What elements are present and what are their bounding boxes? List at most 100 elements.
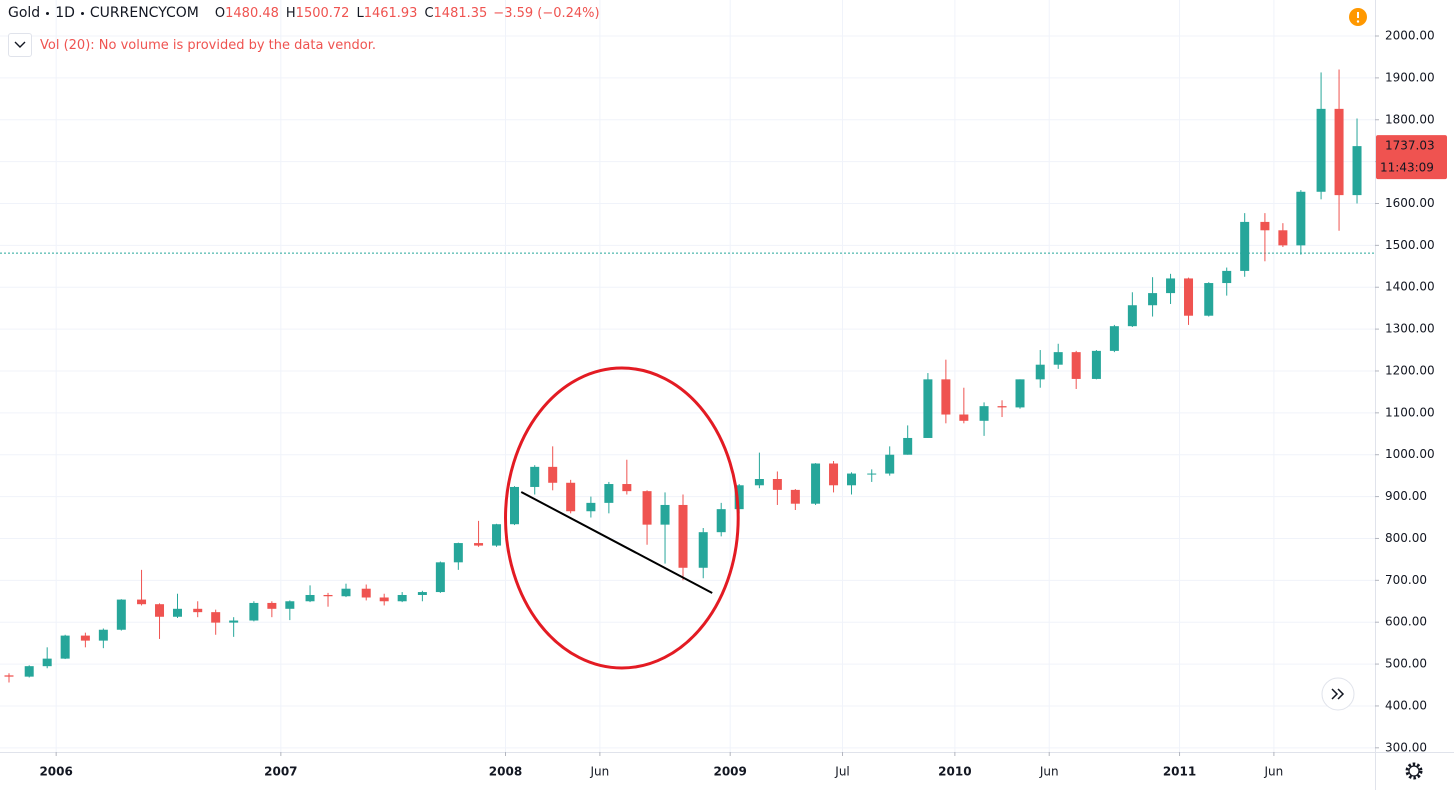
- candle-body: [867, 473, 877, 475]
- ohlc-label: C: [424, 5, 434, 21]
- x-tick-label: 2006: [39, 765, 72, 779]
- candle-body: [1053, 352, 1063, 365]
- candle-body: [829, 463, 839, 486]
- candle-body: [249, 602, 259, 621]
- candle-body: [1184, 278, 1194, 316]
- y-tick-label: 1800.00: [1385, 112, 1435, 126]
- y-tick-label: 300.00: [1385, 740, 1427, 754]
- annotation-circle: [504, 366, 740, 670]
- candle-body: [229, 620, 239, 623]
- candle-body: [754, 479, 764, 486]
- candle-body: [772, 479, 782, 490]
- ohlc-label: O: [214, 5, 226, 21]
- candle-body: [116, 599, 126, 630]
- candle-body: [1015, 379, 1025, 408]
- candle-body: [1035, 364, 1045, 380]
- candle-body: [586, 502, 596, 512]
- candle-body: [379, 597, 389, 602]
- y-tick-label: 400.00: [1385, 698, 1427, 712]
- volume-note: Vol (20): No volume is provided by the d…: [40, 37, 376, 53]
- gear-teeth[interactable]: [1405, 762, 1423, 780]
- candle-body: [305, 594, 315, 602]
- ohlc-value: 1481.35: [433, 5, 488, 21]
- x-tick-label: Jun: [590, 765, 610, 779]
- candle-body: [979, 406, 989, 421]
- candle-body: [60, 635, 70, 659]
- candle-body: [566, 482, 576, 512]
- ohlc-values: O1480.48 H1500.72 L1461.93 C1481.35: [215, 6, 487, 21]
- grid: [0, 0, 1375, 752]
- candle-body: [885, 454, 895, 474]
- candle-body: [80, 635, 90, 641]
- collapse-icon: [14, 41, 26, 48]
- candle-body: [716, 509, 726, 533]
- y-tick-label: 1300.00: [1385, 322, 1435, 336]
- candle-body: [698, 532, 708, 568]
- ohlc-item: L1461.93: [356, 6, 417, 21]
- separator: [46, 11, 50, 15]
- candle-body: [137, 599, 147, 605]
- y-tick-label: 1400.00: [1385, 280, 1435, 294]
- candle-body: [642, 491, 652, 525]
- candle-body: [734, 485, 744, 510]
- y-tick-label: 900.00: [1385, 489, 1427, 503]
- last-price-label: 1737.03: [1385, 139, 1435, 153]
- candle-body: [923, 379, 933, 438]
- y-tick-label: 1100.00: [1385, 405, 1435, 419]
- candle-body: [1127, 305, 1137, 327]
- candle-body: [1352, 146, 1362, 196]
- exchange: CURRENCYCOM: [89, 5, 199, 21]
- scroll-to-realtime-button[interactable]: [1321, 677, 1355, 711]
- candle-body: [510, 486, 520, 525]
- candle-body: [42, 658, 52, 667]
- candle-body: [959, 414, 969, 421]
- candle-body: [1109, 326, 1119, 351]
- y-tick-label: 700.00: [1385, 573, 1427, 587]
- y-tick-label: 1500.00: [1385, 238, 1435, 252]
- candle-body: [604, 484, 614, 503]
- candle-body: [1240, 221, 1250, 271]
- alert-dot: [1356, 20, 1360, 23]
- y-tick-label: 1600.00: [1385, 196, 1435, 210]
- ohlc-label: L: [356, 5, 364, 21]
- ohlc-item: O1480.48: [215, 6, 279, 21]
- alert-icon[interactable]: [1349, 8, 1367, 26]
- candle-body: [417, 592, 427, 595]
- candle-body: [1204, 283, 1214, 316]
- candle-body: [1260, 221, 1270, 231]
- symbol: Gold: [8, 5, 41, 21]
- legend-header: Gold 1D CURRENCYCOM O1480.48 H1500.72 L146…: [8, 5, 600, 21]
- candle-body: [1296, 191, 1306, 246]
- x-tick-label: 2008: [489, 765, 522, 779]
- candle-body: [435, 562, 445, 593]
- candle-body: [492, 524, 502, 546]
- candle-body: [323, 594, 333, 597]
- collapse-button[interactable]: [8, 33, 32, 57]
- candle-body: [530, 466, 540, 487]
- candle-body: [1071, 352, 1081, 379]
- candle-body: [790, 489, 800, 504]
- candle-body: [811, 463, 821, 504]
- y-tick-label: 800.00: [1385, 531, 1427, 545]
- ohlc-label: H: [285, 5, 296, 21]
- candle-body: [1278, 230, 1288, 246]
- candle-body: [903, 437, 913, 455]
- candle-body: [678, 504, 688, 568]
- plot-area: [0, 69, 1375, 683]
- ohlc-item: H1500.72: [286, 6, 350, 21]
- candle-body: [847, 473, 857, 486]
- candle-body: [211, 612, 221, 623]
- separator: [80, 11, 84, 15]
- candle-body: [24, 666, 34, 677]
- candle-body: [1166, 278, 1176, 294]
- settings-button[interactable]: [1405, 762, 1423, 780]
- y-tick-label: 1900.00: [1385, 70, 1435, 84]
- candle-body: [172, 608, 182, 617]
- candle-body: [997, 406, 1007, 408]
- candle-body: [193, 608, 203, 613]
- y-tick-label: 2000.00: [1385, 29, 1435, 43]
- annotation-trendline: [520, 491, 713, 594]
- x-tick-label: 2007: [264, 765, 297, 779]
